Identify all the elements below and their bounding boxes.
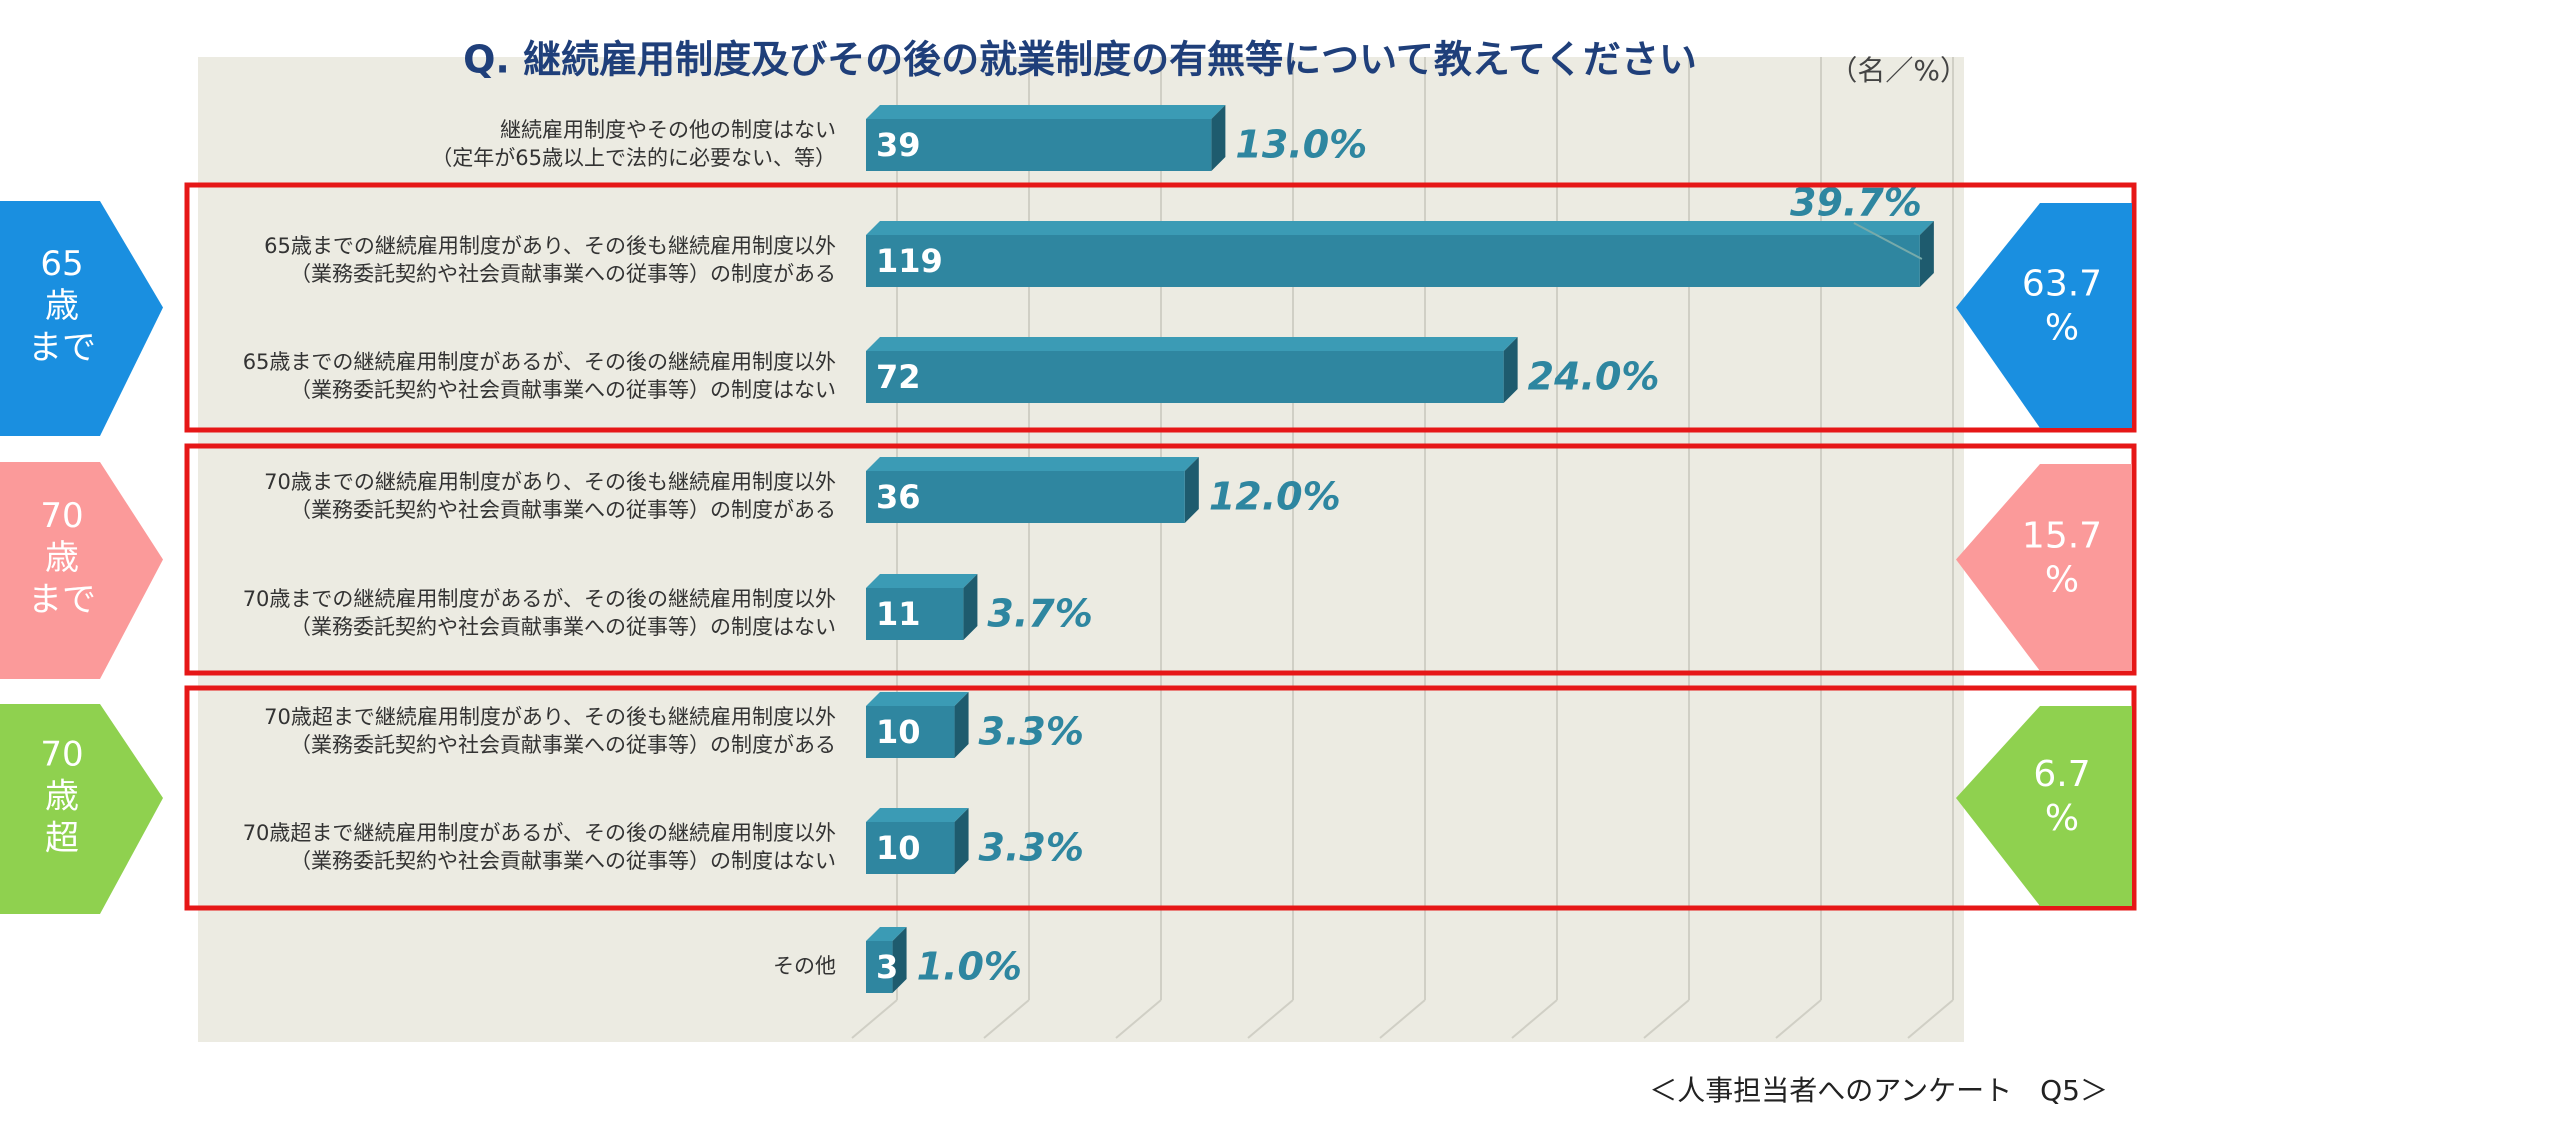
decor-grid-line [983,999,1030,1039]
group-badge [0,201,163,436]
group-label: 歳 [45,538,79,578]
group-badge [0,462,163,679]
bar [866,706,955,758]
percent-label: 3.7% [987,592,1092,636]
group-total-label: % [2045,560,2079,601]
group-label: まで [28,328,96,368]
group-box [184,443,2137,676]
decor-grid-line [1907,999,1954,1039]
bar-side [1211,105,1226,171]
plot-background [198,57,1964,1042]
category-label: 65歳までの継続雇用制度があり、その後も継続雇用制度以外 [264,234,836,258]
group-total-badge [1956,203,2132,428]
count-label: 39 [876,126,921,164]
bar [866,822,955,874]
group-label: 歳 [45,286,79,326]
bar-side [1503,337,1518,403]
bar-side [1919,221,1934,287]
group-total-badge [1956,706,2132,906]
bar-top [866,221,1934,235]
category-label: その他 [773,954,836,978]
group-total-label: 63.7 [2022,264,2102,305]
decor-grid-line [1379,999,1426,1039]
bar [866,941,893,993]
percent-label: 3.3% [979,826,1084,870]
group-label: 70 [40,496,83,536]
bar-top [866,337,1518,351]
category-label: （業務委託契約や社会貢献事業への従事等）の制度がある [290,498,836,522]
percent-label: 39.7% [1790,181,1922,225]
percent-label: 24.0% [1528,355,1660,399]
decor-grid-line [1247,999,1294,1039]
group-total-badge [1956,464,2132,671]
bar-side [1184,457,1199,523]
percent-label: 12.0% [1209,475,1341,519]
bar-side [963,574,978,640]
bar [866,351,1504,403]
count-label: 10 [876,713,921,751]
percent-label: 1.0% [917,945,1022,989]
category-label: 70歳までの継続雇用制度があり、その後も継続雇用制度以外 [264,470,836,494]
decor-grid-line [1511,999,1558,1039]
decor-grid-line [851,999,898,1039]
group-label: 70 [40,735,83,775]
category-label: （業務委託契約や社会貢献事業への従事等）の制度がある [290,733,836,757]
count-label: 3 [876,948,898,986]
category-label: 継続雇用制度やその他の制度はない [500,118,836,142]
category-label: （業務委託契約や社会貢献事業への従事等）の制度はない [290,849,836,873]
group-label: まで [28,580,96,620]
bar-side [954,808,969,874]
count-label: 119 [876,242,943,280]
decor-grid-line [1643,999,1690,1039]
group-box [184,685,2137,911]
percent-label: 3.3% [979,710,1084,754]
bar-top [866,457,1199,471]
category-label: 70歳超まで継続雇用制度があり、その後も継続雇用制度以外 [264,705,836,729]
bar-top [866,105,1226,119]
category-label: （定年が65歳以上で法的に必要ない、等） [431,146,836,170]
category-label: （業務委託契約や社会貢献事業への従事等）の制度はない [290,615,836,639]
group-total-label: % [2045,308,2079,349]
category-label: 70歳までの継続雇用制度があるが、その後の継続雇用制度以外 [243,587,836,611]
group-total-label: 6.7 [2033,754,2090,795]
category-label: 70歳超まで継続雇用制度があるが、その後の継続雇用制度以外 [243,821,836,845]
bar [866,471,1185,523]
bar [866,588,964,640]
group-badge [0,704,163,914]
percent-label: 13.0% [1235,123,1367,167]
group-total-label: 15.7 [2022,516,2102,557]
count-label: 72 [876,358,921,396]
group-label: 超 [45,819,79,859]
bar-top [866,808,969,822]
bar-top [866,692,969,706]
bar-side [892,927,907,993]
bar-side [954,692,969,758]
count-label: 10 [876,829,921,867]
unit-label: （名／%） [1829,54,1968,87]
source-note: ＜人事担当者へのアンケート Q5＞ [1649,1074,2108,1107]
group-label: 歳 [45,777,79,817]
category-label: （業務委託契約や社会貢献事業への従事等）の制度がある [290,262,836,286]
category-label: （業務委託契約や社会貢献事業への従事等）の制度はない [290,378,836,402]
count-label: 11 [876,595,921,633]
category-label: 65歳までの継続雇用制度があるが、その後の継続雇用制度以外 [243,350,836,374]
bar [866,235,1920,287]
leader-line [1853,222,1923,260]
count-label: 36 [876,478,921,516]
group-total-label: % [2045,798,2079,839]
group-label: 65 [40,244,83,284]
decor-grid-line [1775,999,1822,1039]
group-box [184,182,2137,433]
bar-top [866,574,978,588]
decor-grid-line [1115,999,1162,1039]
bar [866,119,1212,171]
bar-top [866,927,907,941]
chart-title: Q. 継続雇用制度及びその後の就業制度の有無等について教えてください [463,38,1697,82]
decor-grid [851,57,1954,1039]
